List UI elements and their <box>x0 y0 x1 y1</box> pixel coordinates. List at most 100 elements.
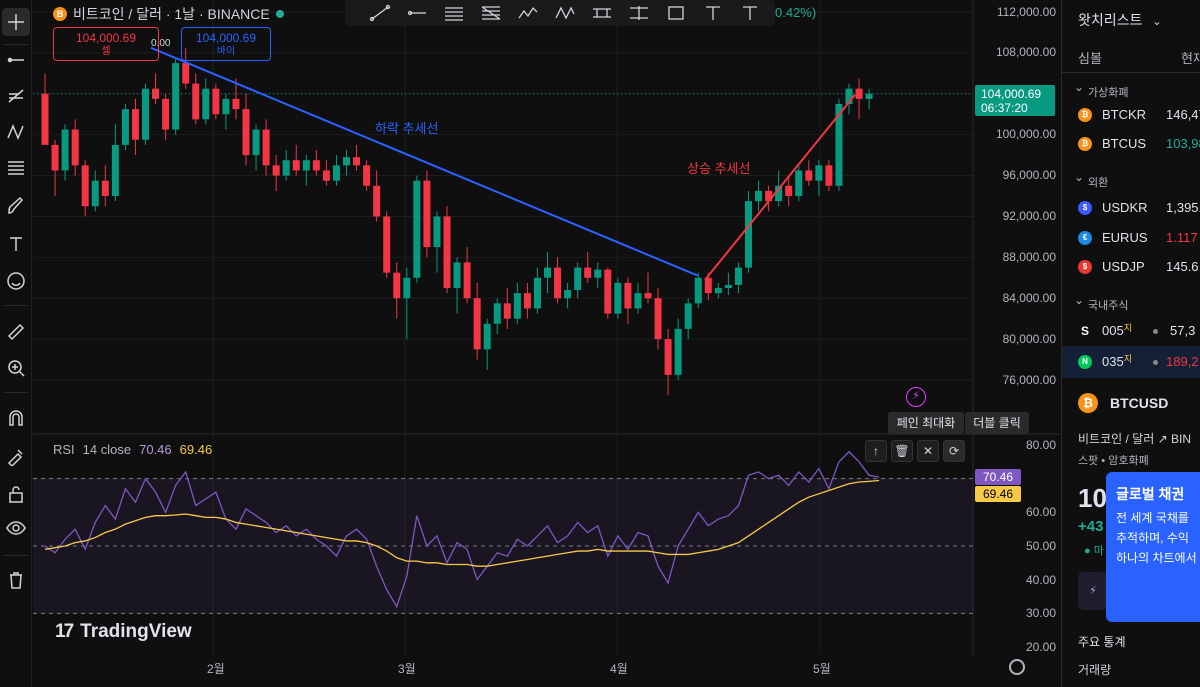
candle-body <box>463 262 471 299</box>
candle-body <box>302 160 310 171</box>
candle-body <box>443 216 451 288</box>
watchlist-title[interactable]: 왓치리스트 ⌄ <box>1078 10 1162 30</box>
long-position-icon[interactable] <box>620 2 657 24</box>
xabcd-pattern-icon[interactable] <box>546 2 583 24</box>
candle-body <box>755 190 763 202</box>
move-pane-up-icon[interactable]: ↑ <box>865 440 887 462</box>
key-stats-heading: 주요 통계 <box>1078 635 1126 649</box>
zoom-icon[interactable] <box>2 354 30 382</box>
candle-body <box>363 165 371 186</box>
candle-body <box>684 303 692 329</box>
close-pane-icon[interactable]: ✕ <box>917 440 939 462</box>
candle-body <box>192 83 200 120</box>
delete-pane-icon[interactable]: 🗑 <box>891 440 913 462</box>
bitcoin-icon: B <box>53 7 67 21</box>
candle-body <box>383 216 391 273</box>
row-price: 145.6 <box>1166 259 1199 274</box>
detail-type: 스팟 • 암호화폐 <box>1078 455 1149 467</box>
flash-icon[interactable]: ⚡ <box>906 387 926 407</box>
candle-body <box>51 144 59 171</box>
section-kr-stocks[interactable]: 국내주식 <box>1074 293 1129 313</box>
symbol-title[interactable]: B 비트코인 / 달러 · 1날 · BINANCE <box>53 4 284 24</box>
spread-value: 0.00 <box>151 38 171 49</box>
pattern-tool-icon[interactable] <box>2 118 30 146</box>
status-dot <box>1153 360 1158 365</box>
watchlist-row-selected[interactable]: N 035 지 189,2 <box>1062 346 1200 378</box>
col-price[interactable]: 현재 <box>1181 51 1200 66</box>
candle-body <box>433 216 441 248</box>
candle-body <box>574 267 582 291</box>
section-crypto[interactable]: 가상화폐 <box>1074 80 1129 100</box>
buy-button[interactable]: 104,000.69 바이 <box>181 27 271 61</box>
time-axis-label: 5월 <box>813 662 831 676</box>
ruler-icon[interactable] <box>2 318 30 346</box>
fib-tool-icon[interactable] <box>2 154 30 182</box>
lock-draw-icon[interactable] <box>2 442 30 470</box>
candle-body <box>654 298 662 340</box>
detail-symbol[interactable]: BTCUSD <box>1110 395 1169 411</box>
bitcoin-icon: ₿ <box>1078 393 1098 413</box>
text-icon[interactable] <box>694 2 731 24</box>
promo-popup[interactable]: 글로벌 채권 전 세계 국채를 추적하며, 수익 하나의 차트에서 <box>1106 472 1200 622</box>
eye-icon[interactable] <box>2 514 30 542</box>
emoji-tool-icon[interactable] <box>2 267 30 295</box>
naver-logo-icon: N <box>1078 355 1092 369</box>
bitcoin-icon: ₿ <box>1078 137 1092 151</box>
crosshair-icon[interactable] <box>2 8 30 36</box>
row-price: 57,3 <box>1170 323 1196 338</box>
volume-label: 거래량 <box>1078 663 1112 677</box>
candle-body <box>473 298 481 350</box>
tradingview-logo[interactable]: 17 TradingView <box>55 621 192 643</box>
rectangle-icon[interactable] <box>657 2 694 24</box>
watchlist-row[interactable]: € EURUS 1.117 <box>1062 224 1200 252</box>
external-link-icon[interactable]: ↗ <box>1157 432 1171 446</box>
candle-body <box>855 88 863 99</box>
rsi-value-tag: 70.46 <box>975 469 1021 485</box>
chart-area[interactable]: B 비트코인 / 달러 · 1날 · BINANCE 104,000.69 셀 … <box>33 0 1060 687</box>
parallel-channel-icon[interactable] <box>435 2 472 24</box>
candle-body <box>564 290 572 299</box>
watchlist-row[interactable]: S 005 지 57,3 <box>1062 317 1200 345</box>
pitchfork-tool-icon[interactable] <box>2 82 30 110</box>
lock-icon[interactable] <box>2 480 30 508</box>
rsi-legend[interactable]: RSI 14 close 70.46 69.46 <box>53 442 212 457</box>
hline-icon[interactable] <box>398 2 435 24</box>
candle-body <box>373 185 381 217</box>
row-price: 189,2 <box>1166 354 1199 369</box>
settings-gear-icon[interactable] <box>1009 659 1025 675</box>
downtrend-label[interactable]: 하락 추세선 <box>375 121 439 136</box>
candle-body <box>694 277 702 304</box>
ruler-range-icon[interactable] <box>583 2 620 24</box>
text-anchor-icon[interactable] <box>731 2 768 24</box>
watchlist-row[interactable]: $ USDJP 145.6 <box>1062 253 1200 281</box>
sell-button[interactable]: 104,000.69 셀 <box>53 27 159 61</box>
watchlist-row[interactable]: ₿ BTCKR 146,47 <box>1062 101 1200 129</box>
magnet-icon[interactable] <box>2 404 30 432</box>
section-fx[interactable]: 외환 <box>1074 170 1108 190</box>
trendline-icon[interactable] <box>361 2 398 24</box>
fib-retracement-icon[interactable] <box>472 2 509 24</box>
text-tool-icon[interactable] <box>2 230 30 258</box>
col-symbol[interactable]: 심볼 <box>1078 51 1102 66</box>
trendline-tool-icon[interactable] <box>2 46 30 74</box>
price-axis-label: 108,000.00 <box>995 45 1056 59</box>
drawing-toolbar <box>0 0 32 687</box>
uptrend-label[interactable]: 상승 추세선 <box>687 161 751 176</box>
flash-icon[interactable]: ⚡ <box>1078 572 1108 610</box>
maximize-pane-icon[interactable]: ⟳ <box>943 440 965 462</box>
candle-body <box>91 180 99 207</box>
price-chart[interactable] <box>33 0 1060 687</box>
price-axis-label: 88,000.00 <box>1002 250 1056 264</box>
promo-line: 하나의 차트에서 <box>1116 551 1197 565</box>
trash-icon[interactable] <box>2 566 30 594</box>
promo-title-text: 글로벌 채권 <box>1116 486 1185 502</box>
brush-tool-icon[interactable] <box>2 192 30 220</box>
row-symbol: USDJP <box>1102 259 1145 274</box>
candle-body <box>765 190 773 202</box>
watchlist-row[interactable]: ₿ BTCUS 103,98 <box>1062 130 1200 158</box>
price-axis-label: 96,000.00 <box>1002 168 1056 182</box>
watchlist-row[interactable]: $ USDKR 1,395. <box>1062 194 1200 222</box>
path-icon[interactable] <box>509 2 546 24</box>
market-open-dot <box>275 10 284 18</box>
candle-body <box>81 165 89 207</box>
